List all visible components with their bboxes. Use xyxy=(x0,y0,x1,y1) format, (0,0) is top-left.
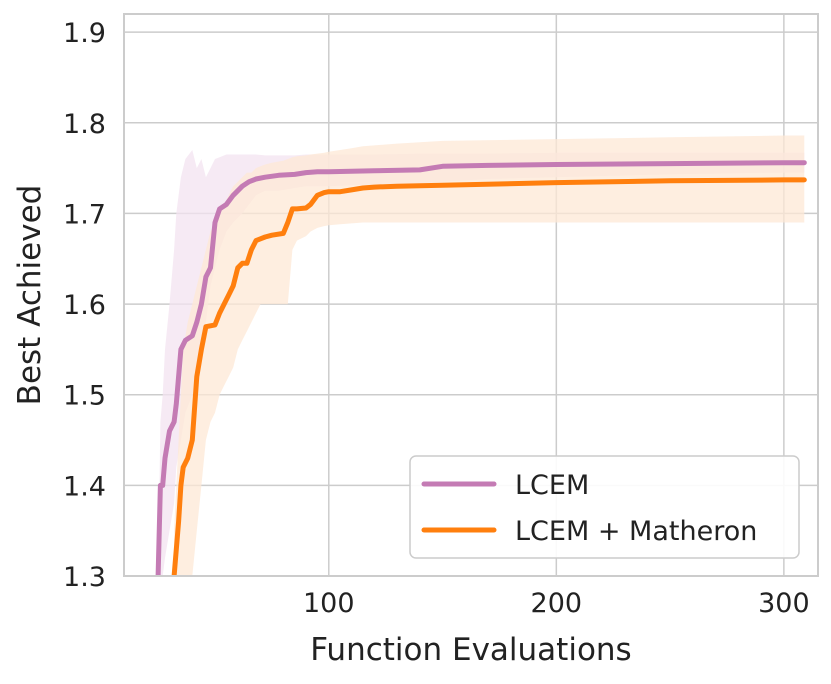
band-series-0 xyxy=(158,150,805,576)
x-tick-label: 100 xyxy=(303,588,355,619)
y-tick-label: 1.4 xyxy=(63,471,106,502)
y-tick-label: 1.7 xyxy=(63,199,106,230)
y-axis-label: Best Achieved xyxy=(12,185,48,406)
series-lines xyxy=(155,160,807,576)
y-tick-label: 1.5 xyxy=(63,381,106,412)
x-axis-label: Function Evaluations xyxy=(310,632,631,668)
x-tick-label: 300 xyxy=(758,588,810,619)
line-series-1 xyxy=(171,177,807,576)
plot-frame xyxy=(123,13,819,577)
x-tick-label: 200 xyxy=(531,588,583,619)
y-axis-ticks: 1.3 1.4 1.5 1.6 1.7 1.8 1.9 xyxy=(63,18,106,593)
line-series-0 xyxy=(155,160,807,576)
y-tick-label: 1.9 xyxy=(63,18,106,49)
y-tick-label: 1.3 xyxy=(63,562,106,593)
legend-box xyxy=(409,455,800,559)
legend-label-lcem: LCEM xyxy=(515,470,589,501)
y-tick-label: 1.8 xyxy=(63,109,106,140)
legend: LCEM LCEM + Matheron xyxy=(409,455,800,559)
legend-label-lcem-matheron: LCEM + Matheron xyxy=(515,516,757,547)
y-tick-label: 1.6 xyxy=(63,290,106,321)
x-axis-ticks: 100 200 300 xyxy=(303,588,810,619)
